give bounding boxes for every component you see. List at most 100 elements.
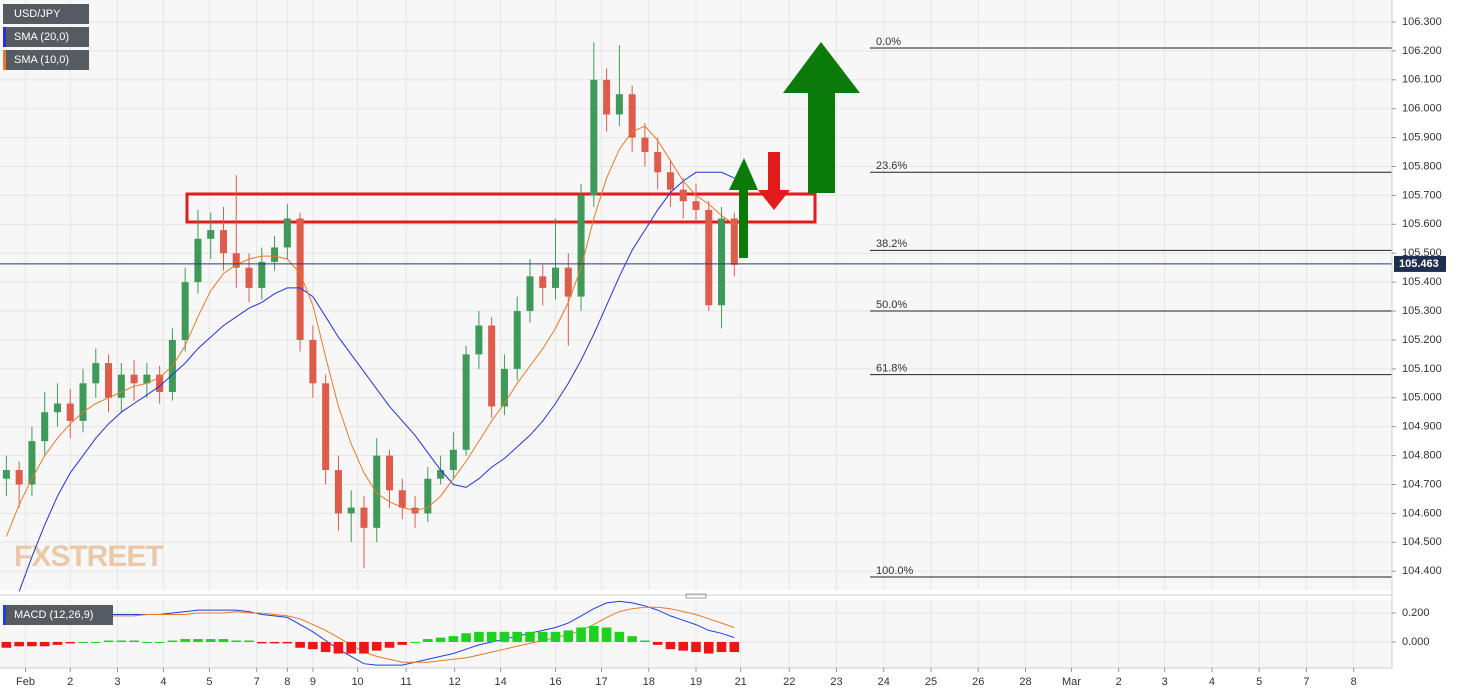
histogram-bar	[435, 637, 446, 642]
legend-item[interactable]: SMA (10,0)	[3, 50, 89, 70]
legend-item[interactable]: USD/JPY	[3, 4, 89, 24]
candle-body	[475, 325, 483, 355]
x-tick-label: 28	[1019, 676, 1031, 688]
histogram-bar	[384, 641, 395, 648]
x-tick-label: 21	[735, 676, 747, 688]
candle-body	[28, 441, 36, 485]
histogram-bar	[729, 641, 740, 653]
x-tick-label: 23	[830, 676, 842, 688]
big-up-arrow	[783, 42, 860, 193]
candle-body	[92, 363, 100, 384]
histogram-bar	[525, 631, 535, 642]
fib-label: 50.0%	[876, 299, 907, 311]
x-tick-label: 18	[643, 676, 655, 688]
candle-body	[705, 209, 713, 306]
histogram-bar	[180, 639, 190, 642]
candle-body	[105, 363, 113, 398]
fib-label: 100.0%	[876, 565, 914, 577]
x-tick-label: 26	[972, 676, 984, 688]
y-tick-label: 105.600	[1402, 218, 1442, 230]
candle-body	[615, 94, 623, 115]
histogram-bar	[359, 641, 369, 654]
labels: Feb 2 3 4 5 7 8 9 10 11 12 14 16 17 18 19 21 22 23 24 25 26 28…	[3, 4, 1446, 688]
histogram-bar	[142, 641, 152, 643]
histogram-bar	[27, 641, 37, 647]
legend-swatch	[3, 27, 6, 47]
candle-body	[53, 403, 61, 413]
candle-body	[603, 79, 611, 115]
macd-line	[6, 605, 735, 663]
histogram-bar	[103, 640, 114, 642]
x-tick-label: 14	[494, 676, 506, 688]
x-tick-label: 3	[1162, 676, 1168, 688]
x-tick-label: 8	[284, 676, 290, 688]
y-tick-label: 106.000	[1402, 103, 1442, 115]
histogram-bar	[601, 627, 612, 642]
candle-body	[628, 94, 636, 138]
macd-legend[interactable]: MACD (12,26,9)	[3, 605, 113, 625]
candle-body	[552, 267, 560, 288]
fib-label: 61.8%	[876, 363, 907, 375]
legend-badge	[3, 50, 89, 70]
histogram-bar	[716, 641, 727, 653]
legend-label: SMA (20,0)	[14, 31, 69, 43]
y-tick-label: 105.400	[1402, 276, 1442, 288]
histogram-bar	[640, 640, 650, 642]
down-arrow	[758, 152, 790, 210]
marks	[0, 42, 1392, 666]
histogram-bar	[333, 641, 344, 654]
histogram-bar	[499, 631, 510, 642]
candle-body	[219, 230, 227, 254]
histogram-bar	[423, 639, 433, 642]
histogram-bar	[512, 631, 522, 642]
y-tick-label: 104.900	[1402, 421, 1442, 433]
x-tick-label: 17	[595, 676, 607, 688]
histogram-bar	[231, 640, 242, 642]
y-tick-label: 105.200	[1402, 334, 1442, 346]
y-tick-label: 0.200	[1402, 607, 1430, 619]
sma-line	[5, 125, 735, 537]
last-price-badge	[1394, 255, 1446, 272]
candle-body	[500, 368, 508, 407]
candle-body	[347, 507, 355, 514]
histogram-bar	[320, 641, 331, 653]
histogram-bar	[448, 636, 459, 642]
x-tick-label: 2	[1116, 676, 1122, 688]
y-tick-label: 105.700	[1402, 189, 1442, 201]
candle-body	[398, 490, 406, 508]
histogram-bar	[371, 641, 382, 651]
watermark: FXSTREET	[14, 540, 163, 573]
histogram-bar	[14, 641, 24, 647]
macd-line	[6, 600, 735, 666]
y-tick-label: 106.200	[1402, 45, 1442, 57]
candle-body	[730, 218, 738, 265]
candle-body	[449, 449, 457, 471]
x-tick-label: 11	[400, 676, 411, 688]
resistance-zone	[185, 192, 817, 224]
candle-body	[373, 455, 381, 528]
histogram-bar	[90, 641, 101, 643]
candle-body	[679, 189, 687, 202]
x-tick-label: Mar	[1062, 676, 1081, 688]
resize-handle[interactable]	[685, 593, 707, 599]
histogram-bar	[486, 631, 497, 642]
candle-body	[2, 470, 10, 479]
candle-body	[666, 172, 674, 190]
legend-item[interactable]: SMA (20,0)	[3, 27, 89, 47]
candle-body	[334, 470, 342, 514]
histogram-bar	[410, 641, 420, 643]
candle-body	[15, 470, 23, 485]
candle-body	[143, 374, 151, 384]
small-up-arrow	[729, 158, 758, 258]
x-tick-label: 10	[351, 676, 363, 688]
x-tick-label: 7	[1303, 676, 1309, 688]
y-tick-label: 106.100	[1402, 74, 1442, 86]
histogram-bar	[244, 640, 254, 642]
fib-label: 23.6%	[876, 160, 907, 172]
histogram-bar	[193, 639, 203, 642]
histogram-bar	[205, 639, 216, 642]
histogram-bar	[65, 641, 76, 644]
histogram-bar	[665, 641, 676, 650]
